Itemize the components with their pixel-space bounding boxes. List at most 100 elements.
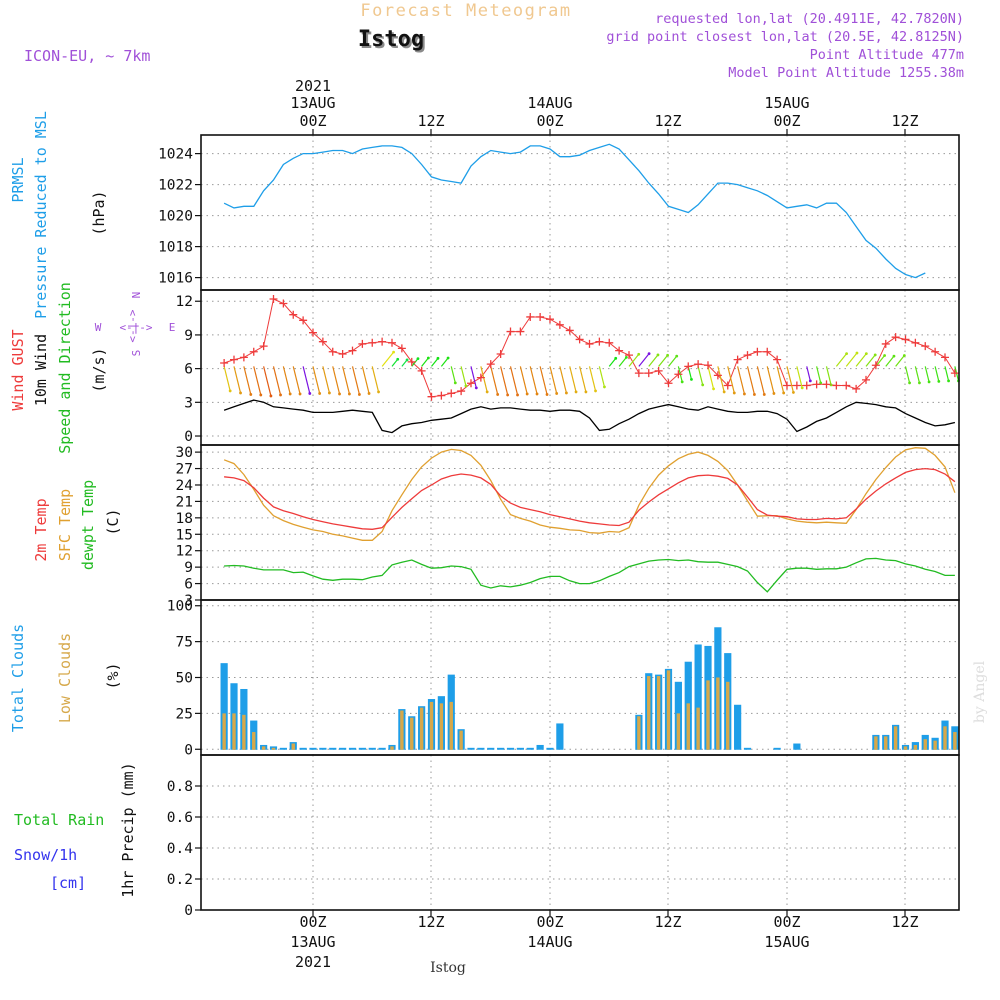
wind-vector-head [883, 354, 886, 357]
t2m-label: 2m Temp [32, 498, 50, 561]
wind-vector [243, 366, 252, 395]
wind-vector-head [426, 356, 430, 360]
wind-vector-head [908, 381, 911, 385]
2-ytick-label: 12 [176, 544, 193, 560]
low-cloud-bar [242, 714, 246, 750]
wind-vector [608, 357, 617, 367]
temp-legend: 2m Temp SFC Temp dewpt Temp (C) [32, 480, 122, 570]
wind-vector-head [947, 379, 950, 383]
wind-vector-head [392, 350, 395, 354]
wind-vector-head [800, 386, 804, 390]
gust-marker [901, 335, 910, 344]
low-cloud-bar [686, 703, 690, 750]
total-cloud-bar [487, 747, 495, 750]
wind-compass: W E N S <-|-> <-|-> [95, 292, 176, 357]
wind-vector [450, 366, 456, 384]
wind-vector [539, 366, 548, 395]
wind-vector-head [269, 394, 273, 398]
wind-vector-head [743, 392, 746, 396]
gust-marker [358, 339, 367, 348]
gust-marker [763, 347, 772, 356]
wind-vector [924, 366, 930, 383]
wind-vector-head [358, 393, 361, 396]
low-cloud-bar [953, 732, 957, 750]
wind-vector [361, 366, 370, 394]
gust-marker [259, 342, 268, 351]
wind-vector [865, 354, 876, 367]
wind-vector [282, 366, 291, 395]
gust-marker [506, 327, 515, 336]
gust-marker [891, 333, 900, 342]
wind-vector [737, 366, 745, 395]
chart-title: Forecast Meteogram [360, 1, 571, 21]
wind-vector [914, 366, 921, 384]
gust-marker [684, 362, 693, 371]
wind-vector-head [680, 380, 684, 384]
total-cloud-bar [743, 747, 752, 750]
wind-vector-head [239, 391, 242, 395]
gust-marker [368, 338, 377, 347]
wind-vector [440, 357, 449, 367]
wind-vector [885, 355, 895, 367]
bottom-time-axis: 00Z 12Z 00Z 12Z 00Z 12Z 13AUG 14AUG 15AU… [290, 913, 918, 971]
gust-marker [862, 375, 870, 384]
wind-vector [480, 366, 488, 393]
wind-vector [707, 366, 715, 390]
wind-vector [490, 366, 499, 395]
gust-marker [220, 359, 229, 368]
wind-vector-head [318, 392, 322, 395]
panel-frame [200, 754, 960, 911]
wind-vector [835, 353, 848, 367]
gust-marker [476, 373, 485, 382]
dewpt-label: dewpt Temp [79, 480, 97, 570]
1-ytick-label: 6 [184, 362, 193, 378]
low-cloud-bar [656, 676, 661, 750]
gust-marker [812, 380, 821, 389]
wind-vector-head [656, 353, 660, 357]
low-cloud-bar [429, 701, 434, 750]
top-hour-4: 12Z [654, 112, 681, 130]
gust-marker [575, 335, 584, 344]
wind-vector-head [845, 352, 848, 356]
footer-location: Istog [430, 960, 466, 976]
total-cloud-bar [299, 747, 307, 750]
wind-vector [509, 366, 519, 396]
wind-vector-head [603, 385, 606, 389]
gust-marker [753, 347, 762, 356]
gust-marker [783, 381, 791, 390]
gust-marker [269, 294, 278, 303]
total-cloud-bar [793, 743, 801, 750]
gust-marker [792, 381, 801, 390]
low-cloud-bar [261, 746, 266, 750]
top-hour-2: 12Z [417, 112, 444, 130]
gust-marker [516, 327, 525, 336]
0-ytick-label: 1020 [158, 209, 193, 225]
total-cloud-bar [339, 747, 347, 750]
wind-vector [302, 366, 311, 394]
compass-arrows-h: <-|-> [119, 321, 152, 334]
gust-marker [407, 357, 416, 366]
wind-vector-head [328, 391, 331, 395]
snow-label: Snow/1h [14, 846, 77, 864]
wind-vector-head [308, 392, 312, 395]
wind-vector [855, 353, 867, 367]
wind-vector [638, 353, 650, 367]
wind-vector [895, 355, 905, 367]
wind-vector [312, 366, 321, 394]
0-ytick-label: 1016 [158, 271, 193, 287]
low-cloud-bar [696, 707, 700, 750]
wind-vector-head [367, 392, 371, 395]
sfc-label: SFC Temp [56, 489, 74, 561]
gust-marker [931, 347, 940, 356]
gust-marker [694, 360, 703, 369]
total-cloud-bar [368, 747, 376, 750]
gust-marker [565, 326, 574, 335]
gust-marker [950, 369, 959, 378]
total-cloud-bar [773, 747, 781, 750]
wind-vector [845, 352, 858, 367]
total-cloud-bar [694, 644, 702, 750]
wind-vector [549, 366, 558, 394]
wind-vector-head [288, 392, 292, 396]
total-cloud-bar [556, 723, 564, 750]
wind-vector [648, 354, 659, 367]
